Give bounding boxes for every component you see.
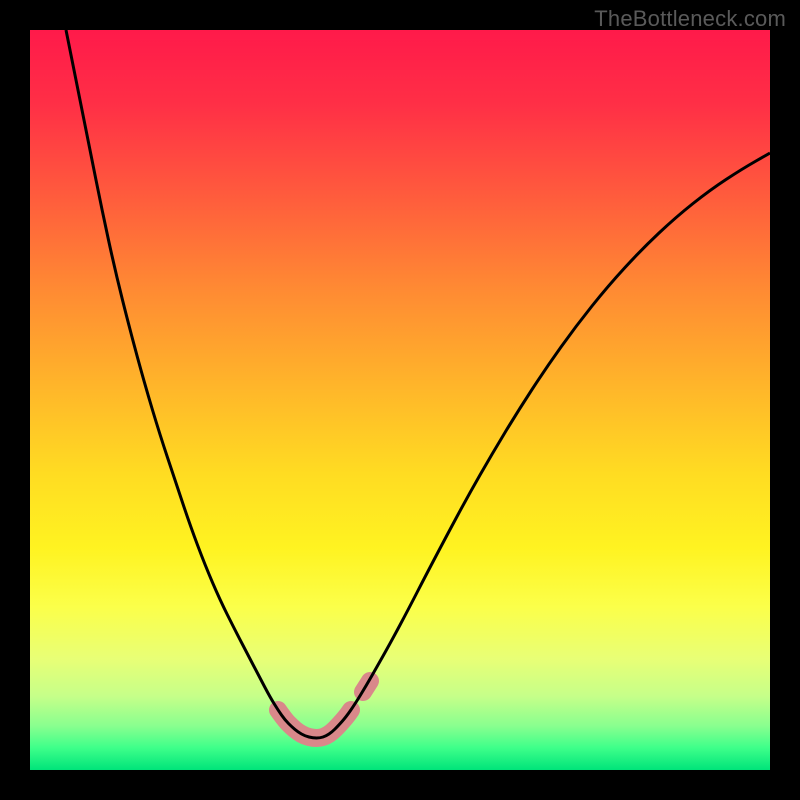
watermark-text: TheBottleneck.com bbox=[594, 6, 786, 32]
plot-area bbox=[30, 30, 770, 770]
chart-frame: TheBottleneck.com bbox=[0, 0, 800, 800]
bottleneck-curve bbox=[66, 30, 770, 738]
curve-layer bbox=[30, 30, 770, 770]
